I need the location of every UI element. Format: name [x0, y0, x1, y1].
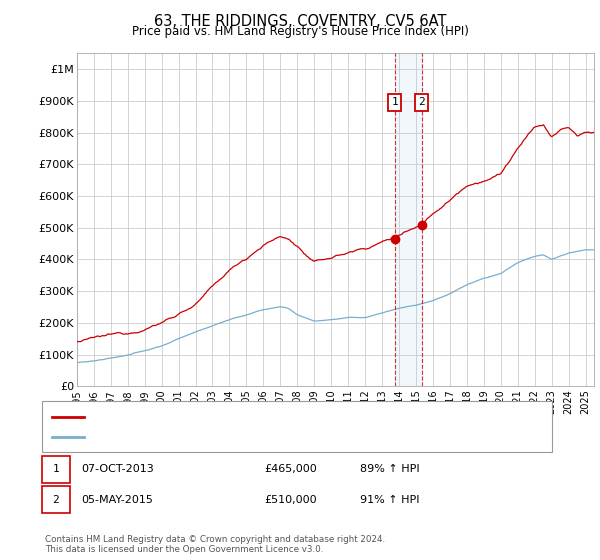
Text: Contains HM Land Registry data © Crown copyright and database right 2024.
This d: Contains HM Land Registry data © Crown c… [45, 535, 385, 554]
Text: £465,000: £465,000 [264, 464, 317, 474]
Text: 63, THE RIDDINGS, COVENTRY, CV5 6AT (detached house): 63, THE RIDDINGS, COVENTRY, CV5 6AT (det… [90, 412, 408, 422]
Text: HPI: Average price, detached house, Coventry: HPI: Average price, detached house, Cove… [90, 432, 342, 442]
Text: 2: 2 [418, 97, 425, 108]
Text: 05-MAY-2015: 05-MAY-2015 [82, 494, 154, 505]
Text: Price paid vs. HM Land Registry's House Price Index (HPI): Price paid vs. HM Land Registry's House … [131, 25, 469, 38]
Text: 1: 1 [52, 464, 59, 474]
Text: 63, THE RIDDINGS, COVENTRY, CV5 6AT: 63, THE RIDDINGS, COVENTRY, CV5 6AT [154, 14, 446, 29]
Text: 91% ↑ HPI: 91% ↑ HPI [360, 494, 419, 505]
Text: 2: 2 [52, 494, 59, 505]
Text: £510,000: £510,000 [264, 494, 317, 505]
Bar [395, 53, 422, 386]
Text: 1: 1 [391, 97, 398, 108]
Text: 07-OCT-2013: 07-OCT-2013 [82, 464, 154, 474]
Text: 89% ↑ HPI: 89% ↑ HPI [360, 464, 419, 474]
